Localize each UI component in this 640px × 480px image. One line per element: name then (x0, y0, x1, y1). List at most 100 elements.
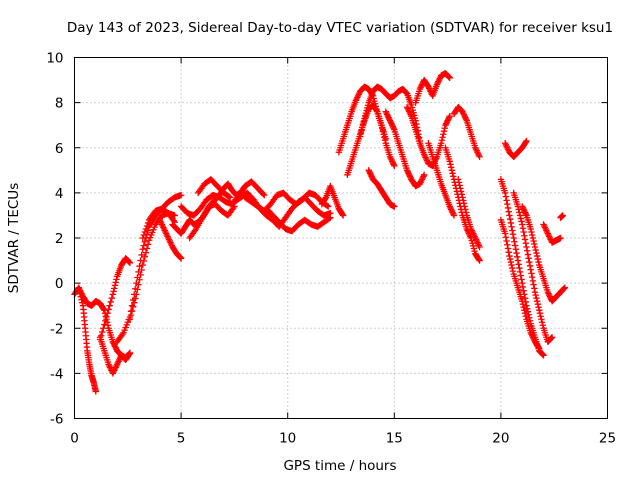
data-point (511, 238, 518, 245)
data-point (143, 222, 151, 230)
data-point (127, 311, 135, 319)
data-point (528, 228, 535, 236)
series-track-7 (139, 205, 178, 242)
data-point (357, 130, 365, 137)
data-point (528, 273, 536, 281)
data-point (522, 240, 529, 247)
data-point (327, 214, 334, 221)
data-point (517, 215, 524, 222)
data-point (504, 245, 512, 252)
data-point (132, 295, 139, 302)
data-point (381, 137, 389, 144)
data-point (538, 316, 545, 323)
data-point (177, 191, 185, 199)
data-point (548, 334, 556, 341)
x-tick-label: 5 (177, 431, 186, 447)
data-point (557, 234, 564, 242)
data-point (92, 388, 100, 395)
data-point (378, 121, 385, 129)
data-point (503, 237, 510, 245)
data-point (144, 219, 152, 227)
series-track-28 (497, 176, 547, 359)
data-point (135, 281, 142, 288)
data-point (391, 162, 398, 169)
data-point (79, 299, 86, 306)
data-point (476, 257, 483, 264)
data-point (506, 212, 513, 219)
data-point (535, 258, 542, 266)
data-point (446, 74, 453, 82)
data-point (446, 158, 453, 165)
x-tick-label: 15 (386, 431, 403, 447)
data-point (103, 313, 110, 321)
data-point (391, 203, 398, 210)
data-point (521, 232, 528, 239)
data-point (523, 247, 531, 254)
data-point (126, 349, 134, 357)
data-point (520, 228, 527, 236)
data-point (528, 270, 535, 277)
series-track-4 (96, 255, 134, 343)
series-track-2 (75, 284, 100, 395)
grid-lines (74, 57, 608, 419)
data-point (141, 253, 149, 261)
data-point (534, 255, 542, 263)
data-point (508, 261, 515, 269)
data-point (360, 118, 367, 125)
series-track-12 (194, 176, 234, 201)
data-point (536, 310, 544, 317)
data-point (78, 296, 85, 303)
data-point (326, 215, 333, 222)
data-point (136, 276, 143, 283)
series-track-23 (412, 70, 453, 106)
data-point (536, 345, 543, 352)
plot-frame (74, 57, 608, 419)
data-point (530, 237, 537, 245)
y-tick-label: -4 (50, 366, 63, 382)
data-point (527, 225, 534, 233)
data-point (559, 212, 566, 219)
data-point (447, 161, 454, 168)
data-point (139, 261, 146, 269)
data-point (510, 234, 517, 242)
data-point (455, 179, 463, 186)
data-point (505, 249, 512, 256)
data-point (373, 107, 380, 114)
data-point (446, 112, 453, 120)
data-point (99, 328, 106, 336)
data-point (519, 297, 526, 305)
data-point (522, 313, 529, 320)
data-point (521, 307, 528, 314)
data-point (381, 134, 388, 141)
data-point (438, 137, 446, 144)
data-point (539, 322, 547, 329)
series-track-24 (425, 140, 458, 219)
data-point (142, 225, 150, 233)
data-point (457, 185, 464, 192)
data-point (139, 234, 146, 242)
series-track-25 (442, 144, 483, 264)
data-point (507, 258, 515, 266)
data-point (532, 246, 539, 254)
data-point (516, 264, 523, 272)
data-point (177, 255, 185, 262)
series-track-34 (557, 212, 566, 221)
data-point (523, 243, 530, 251)
data-point (339, 211, 346, 218)
data-point (226, 194, 234, 201)
x-axis-label: GPS time / hours (283, 458, 396, 474)
data-point (536, 307, 543, 314)
data-point (441, 124, 448, 132)
data-point (379, 128, 387, 135)
data-point (462, 206, 469, 213)
series-track-6 (126, 209, 178, 323)
data-point (476, 243, 483, 251)
data-point (76, 290, 84, 297)
data-point (507, 219, 515, 227)
data-point (111, 285, 118, 292)
data-point (532, 291, 539, 299)
data-point (104, 310, 111, 317)
series-track-3 (96, 334, 134, 377)
data-point (521, 310, 529, 317)
data-point (461, 203, 468, 210)
